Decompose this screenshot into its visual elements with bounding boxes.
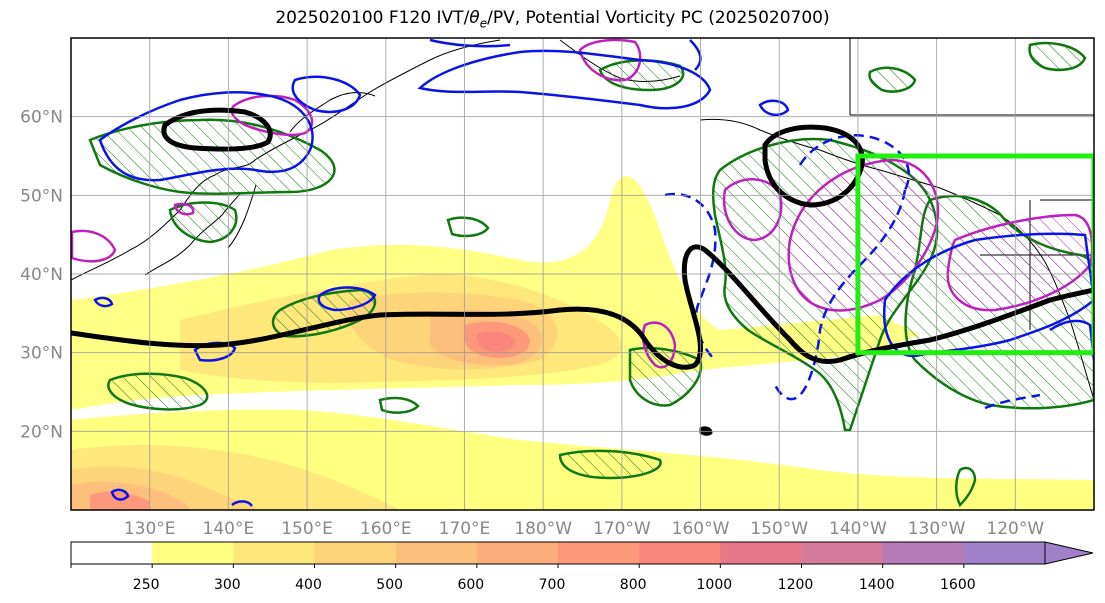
colorbar-swatch — [476, 542, 559, 564]
colorbar-level-label: 1000 — [697, 577, 733, 593]
colorbar: 250 300 400 500 600 700 800 1000 1200 1400 1600 — [70, 541, 1094, 593]
colorbar-level-label: 1200 — [778, 577, 814, 593]
colorbar-level-label: 400 — [295, 577, 322, 593]
lon-tick-label: 130°E — [124, 519, 176, 539]
lat-tick-label: 40°N — [20, 265, 63, 285]
gridlines — [71, 38, 1094, 510]
colorbar-swatch — [963, 542, 1046, 564]
lon-tick-label: 170°W — [593, 519, 651, 539]
colorbar-level-label: 300 — [214, 577, 241, 593]
lon-tick-label: 150°W — [750, 519, 808, 539]
lon-tick-label: 140°W — [829, 519, 887, 539]
colorbar-level-label: 800 — [620, 577, 647, 593]
colorbar-extend-arrow — [1044, 541, 1094, 565]
lat-tick-label: 60°N — [20, 108, 63, 128]
colorbar-level-label: 250 — [133, 577, 160, 593]
latitude-labels: 20°N 30°N 40°N 50°N 60°N — [20, 108, 63, 443]
colorbar-swatch — [152, 542, 234, 564]
lon-tick-label: 120°W — [986, 519, 1044, 539]
colorbar-swatch — [558, 542, 640, 564]
colorbar-swatch — [801, 542, 884, 564]
colorbar-swatch — [395, 542, 478, 564]
lon-tick-label: 160°E — [360, 519, 412, 539]
colorbar-level-label: 700 — [539, 577, 566, 593]
lon-tick-label: 130°W — [908, 519, 966, 539]
highlight-box — [855, 153, 1094, 356]
lon-tick-label: 180°W — [514, 519, 572, 539]
colorbar-level-label: 1600 — [940, 577, 976, 593]
colorbar-swatch — [314, 542, 397, 564]
colorbar-level-label: 1400 — [859, 577, 895, 593]
chart-title: 2025020100 F120 IVT/θe/PV, Potential Vor… — [275, 8, 830, 31]
lon-tick-label: 140°E — [203, 519, 255, 539]
lat-tick-label: 20°N — [20, 422, 63, 442]
lon-tick-label: 160°W — [672, 519, 730, 539]
colorbar-swatch — [639, 542, 721, 564]
colorbar-swatch — [882, 542, 965, 564]
colorbar-level-label: 500 — [376, 577, 403, 593]
colorbar-swatch — [720, 542, 802, 564]
colorbar-swatch — [71, 542, 153, 564]
map-frame — [70, 37, 1095, 511]
colorbar-level-label: 600 — [457, 577, 484, 593]
colorbar-swatch — [233, 542, 315, 564]
lon-tick-label: 170°E — [439, 519, 491, 539]
lat-tick-label: 50°N — [20, 186, 63, 206]
lon-tick-label: 150°E — [281, 519, 333, 539]
lat-tick-label: 30°N — [20, 344, 63, 364]
longitude-labels: 130°E 140°E 150°E 160°E 170°E 180°W 170°W 160°W… — [124, 519, 1045, 539]
blue-contours — [93, 38, 1094, 507]
